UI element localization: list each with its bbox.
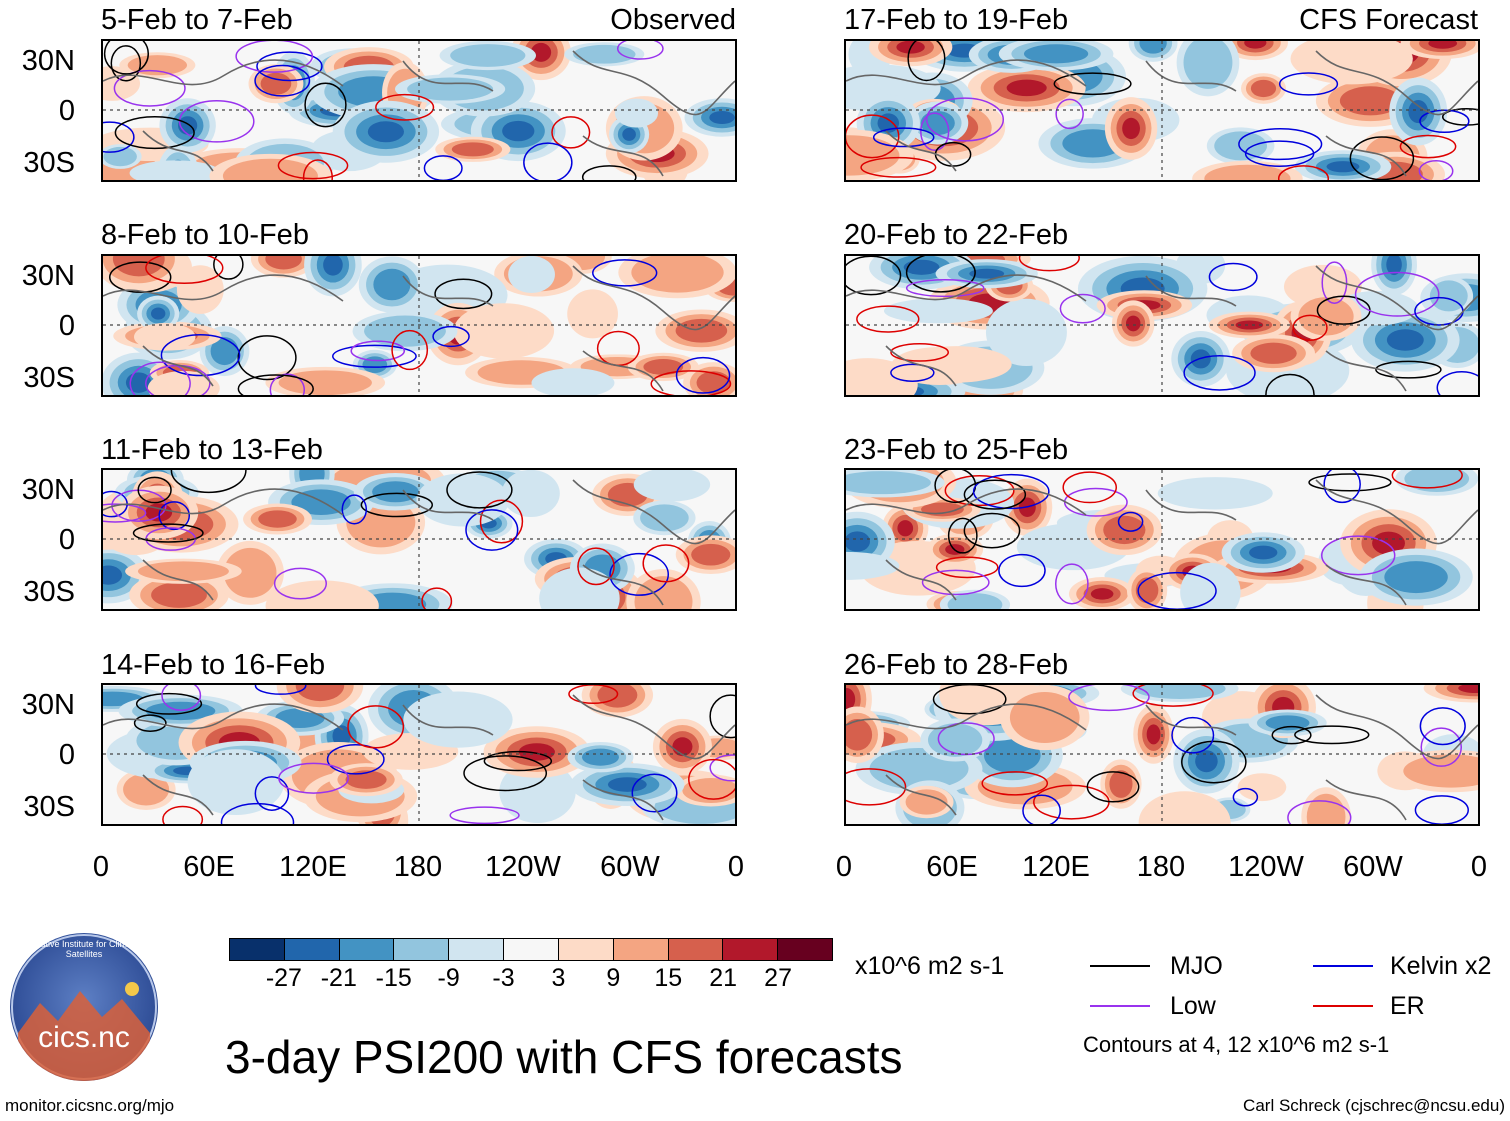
legend-line-kelvin	[1313, 965, 1373, 967]
lat-label: 30S	[23, 576, 75, 608]
colorbar-tick-label: -3	[492, 964, 515, 992]
observed-label: Observed	[610, 4, 736, 36]
panel-title: 14-Feb to 16-Feb	[101, 649, 326, 681]
lon-label: 60E	[926, 851, 978, 883]
panel-title: 11-Feb to 13-Feb	[101, 434, 323, 466]
lat-label: 0	[58, 739, 75, 771]
anomaly-field	[846, 256, 1478, 395]
lat-label: 30S	[23, 362, 75, 394]
colorbar-swatch	[613, 939, 669, 960]
lon-label: 120W	[485, 851, 561, 883]
map-plot	[101, 683, 737, 826]
colorbar-swatch	[668, 939, 724, 960]
legend-line-er	[1313, 1005, 1373, 1007]
colorbar-tick-label: 9	[606, 964, 621, 992]
legend-line-low	[1090, 1005, 1150, 1007]
logo-ring-text: Cooperative Institute for Climate and Sa…	[10, 939, 158, 959]
contours-note: Contours at 4, 12 x10^6 m2 s-1	[1083, 1032, 1390, 1057]
colorbar-swatches	[229, 938, 833, 961]
anomaly-field	[846, 470, 1478, 609]
anomaly-field	[103, 41, 735, 180]
legend-line-mjo	[1090, 965, 1150, 967]
lon-label: 180	[393, 851, 443, 883]
map-plot	[844, 254, 1480, 397]
lon-label: 120E	[279, 851, 347, 883]
colorbar-tick-label: 21	[709, 964, 738, 992]
anomaly-field	[103, 256, 735, 395]
anomaly-field	[846, 41, 1478, 180]
anomaly-field	[103, 470, 735, 609]
lat-label: 0	[58, 524, 75, 556]
colorbar-tick-label: -27	[265, 964, 302, 992]
colorbar-swatch	[723, 939, 779, 960]
colorbar-swatch	[449, 939, 505, 960]
panel-title: 23-Feb to 25-Feb	[844, 434, 1069, 466]
map-plot	[101, 254, 737, 397]
lon-label: 120W	[1228, 851, 1304, 883]
legend-label-mjo: MJO	[1170, 952, 1223, 980]
footer-url[interactable]: monitor.cicsnc.org/mjo	[5, 1096, 175, 1115]
panel-title: 20-Feb to 22-Feb	[844, 219, 1069, 251]
lon-label: 60W	[1343, 851, 1403, 883]
legend-label-er: ER	[1390, 992, 1425, 1020]
lon-label: 60E	[183, 851, 235, 883]
colorbar-tick-label: 27	[764, 964, 792, 992]
map-plot	[844, 39, 1480, 182]
colorbar-tick-label: 15	[654, 964, 683, 992]
colorbar-swatch	[284, 939, 340, 960]
lon-label: 0	[835, 851, 853, 883]
legend-label-low: Low	[1170, 992, 1216, 1020]
lon-label: 60W	[600, 851, 660, 883]
colorbar-swatch	[504, 939, 559, 960]
lon-label: 0	[1470, 851, 1488, 883]
colorbar-tick-label: -15	[375, 964, 412, 992]
colorbar-swatch	[778, 939, 832, 960]
forecast-label: CFS Forecast	[1299, 4, 1478, 36]
lat-label: 0	[58, 310, 75, 342]
lat-label: 30N	[21, 474, 75, 506]
anomaly-field	[846, 685, 1478, 824]
lon-label: 120E	[1022, 851, 1090, 883]
anomaly-field	[103, 685, 735, 824]
colorbar-swatch	[230, 939, 285, 960]
panel-title: 17-Feb to 19-Feb	[844, 4, 1069, 36]
footer-credit: Carl Schreck (cjschrec@ncsu.edu)	[1243, 1096, 1505, 1115]
lat-label: 30N	[21, 689, 75, 721]
colorbar-swatch	[394, 939, 450, 960]
colorbar-units: x10^6 m2 s-1	[855, 952, 1005, 980]
legend-label-kelvin: Kelvin x2	[1390, 952, 1492, 980]
lat-label: 0	[58, 95, 75, 127]
lon-label: 0	[727, 851, 745, 883]
figure-title: 3-day PSI200 with CFS forecasts	[225, 1031, 903, 1083]
colorbar-swatch	[558, 939, 614, 960]
map-plot	[844, 683, 1480, 826]
panel-title: 8-Feb to 10-Feb	[101, 219, 309, 251]
lat-label: 30N	[21, 45, 75, 77]
logo-text: cics.nc	[38, 1021, 130, 1054]
panel-title: 26-Feb to 28-Feb	[844, 649, 1069, 681]
panel-title: 5-Feb to 7-Feb	[101, 4, 293, 36]
lat-label: 30N	[21, 260, 75, 292]
lon-label: 180	[1136, 851, 1186, 883]
map-plot	[101, 468, 737, 611]
colorbar-tick-label: -21	[320, 964, 357, 992]
colorbar-tick-label: 3	[551, 964, 566, 992]
colorbar-tick-label: -9	[437, 964, 460, 992]
map-plot	[844, 468, 1480, 611]
lat-label: 30S	[23, 147, 75, 179]
lon-label: 0	[92, 851, 110, 883]
map-plot	[101, 39, 737, 182]
colorbar-swatch	[339, 939, 395, 960]
lat-label: 30S	[23, 791, 75, 823]
cics-logo: Cooperative Institute for Climate and Sa…	[10, 933, 158, 1081]
